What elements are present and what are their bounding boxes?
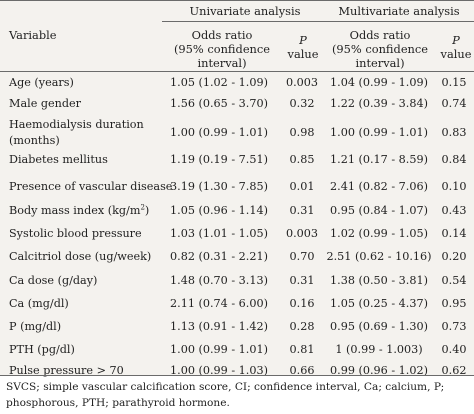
univariate-p-cell: 0.16 bbox=[289, 297, 315, 310]
uni-p-header-line2: value bbox=[287, 47, 319, 61]
table-footnote: SVCS; simple vascular calcification scor… bbox=[6, 381, 445, 409]
multivariate-or-cell: 0.95 (0.69 - 1.30) bbox=[330, 320, 428, 333]
univariate-p-cell: 0.28 bbox=[289, 320, 315, 333]
multi-or-header-line3: interval) bbox=[355, 56, 405, 70]
variable-cell: Diabetes mellitus bbox=[9, 153, 108, 166]
univariate-or-cell: 1.48 (0.70 - 3.13) bbox=[170, 274, 268, 287]
variable-cell: Systolic blood pressure bbox=[9, 227, 142, 240]
variable-cell: Pulse pressure > 70 bbox=[9, 364, 124, 377]
multivariate-p-cell: 0.62 bbox=[441, 364, 467, 377]
multivariate-p-cell: 0.84 bbox=[441, 153, 467, 166]
univariate-p-cell: 0.003 bbox=[285, 227, 319, 240]
univariate-or-cell: 1.05 (0.96 - 1.14) bbox=[170, 204, 268, 217]
univariate-or-cell: 1.00 (0.99 - 1.03) bbox=[170, 364, 268, 377]
multivariate-header: Multivariate analysis bbox=[338, 4, 460, 18]
univariate-or-cell: 1.13 (0.91 - 1.42) bbox=[170, 320, 268, 333]
univariate-p-cell: 0.70 bbox=[289, 250, 315, 263]
uni-p-header-line1: P bbox=[299, 33, 307, 47]
multivariate-p-cell: 0.74 bbox=[441, 97, 467, 110]
univariate-or-cell: 0.82 (0.31 - 2.21) bbox=[170, 250, 268, 263]
variable-cell: Ca (mg/dl) bbox=[9, 297, 69, 310]
univariate-p-cell: 0.003 bbox=[285, 76, 319, 89]
univariate-or-cell: 3.19 (1.30 - 7.85) bbox=[170, 180, 268, 193]
superscript: 2 bbox=[140, 203, 145, 212]
multivariate-or-cell: 2.51 (0.62 - 10.16) bbox=[326, 250, 432, 263]
uni-or-header-line3: interval) bbox=[197, 56, 247, 70]
multivariate-p-cell: 0.83 bbox=[441, 126, 467, 139]
multivariate-or-cell: 2.41 (0.82 - 7.06) bbox=[330, 180, 428, 193]
multivariate-or-cell: 1.21 (0.17 - 8.59) bbox=[330, 153, 428, 166]
multi-or-header-line2: (95% confidence bbox=[331, 42, 429, 56]
table-top-rule bbox=[0, 0, 474, 1]
variable-cell: P (mg/dl) bbox=[9, 320, 62, 333]
table-bottom-rule bbox=[0, 375, 474, 376]
univariate-or-cell: 1.19 (0.19 - 7.51) bbox=[170, 153, 268, 166]
multivariate-p-cell: 0.73 bbox=[441, 320, 467, 333]
variable-cell: Haemodialysis duration bbox=[9, 118, 144, 131]
univariate-p-cell: 0.31 bbox=[289, 274, 315, 287]
variable-cell: Presence of vascular disease bbox=[9, 180, 173, 193]
multivariate-p-cell: 0.14 bbox=[441, 227, 467, 240]
results-table: Univariate analysis Multivariate analysi… bbox=[0, 0, 474, 377]
variable-cell: Age (years) bbox=[9, 76, 74, 89]
univariate-or-cell: 1.05 (1.02 - 1.09) bbox=[170, 76, 268, 89]
variable-cell: PTH (pg/dl) bbox=[9, 343, 75, 356]
univariate-p-cell: 0.98 bbox=[289, 126, 315, 139]
uni-or-header-line1: Odds ratio bbox=[191, 28, 253, 42]
variable-header: Variable bbox=[9, 28, 57, 42]
multivariate-or-cell: 1.02 (0.99 - 1.05) bbox=[330, 227, 428, 240]
univariate-p-cell: 0.32 bbox=[289, 97, 315, 110]
multivariate-p-cell: 0.54 bbox=[441, 274, 467, 287]
univariate-header: Univariate analysis bbox=[189, 4, 301, 18]
univariate-or-cell: 1.00 (0.99 - 1.01) bbox=[170, 343, 268, 356]
multivariate-p-cell: 0.40 bbox=[441, 343, 467, 356]
univariate-p-cell: 0.66 bbox=[289, 364, 315, 377]
univariate-or-cell: 1.03 (1.01 - 1.05) bbox=[170, 227, 268, 240]
univariate-p-cell: 0.01 bbox=[289, 180, 315, 193]
multivariate-or-cell: 1 (0.99 - 1.003) bbox=[335, 343, 423, 356]
multi-p-header-line1: P bbox=[452, 33, 460, 47]
multivariate-or-cell: 0.99 (0.96 - 1.02) bbox=[330, 364, 428, 377]
multi-or-header-line1: Odds ratio bbox=[349, 28, 411, 42]
univariate-or-cell: 1.56 (0.65 - 3.70) bbox=[170, 97, 268, 110]
multivariate-p-cell: 0.10 bbox=[441, 180, 467, 193]
univariate-or-cell: 2.11 (0.74 - 6.00) bbox=[170, 297, 268, 310]
univariate-p-cell: 0.85 bbox=[289, 153, 315, 166]
header-bottom-rule bbox=[0, 71, 474, 72]
multivariate-or-cell: 1.22 (0.39 - 3.84) bbox=[330, 97, 428, 110]
multivariate-p-cell: 0.15 bbox=[441, 76, 467, 89]
multi-p-header-line2: value bbox=[440, 47, 472, 61]
multivariate-p-cell: 0.20 bbox=[441, 250, 467, 263]
multivariate-p-cell: 0.95 bbox=[441, 297, 467, 310]
univariate-p-cell: 0.31 bbox=[289, 204, 315, 217]
variable-cell-line2: (months) bbox=[9, 134, 60, 147]
header-sub-rule bbox=[162, 21, 474, 22]
univariate-p-cell: 0.81 bbox=[289, 343, 315, 356]
variable-cell: Body mass index (kg/m2) bbox=[9, 203, 150, 217]
multivariate-p-cell: 0.43 bbox=[441, 204, 467, 217]
variable-cell: Ca dose (g/day) bbox=[9, 274, 98, 287]
uni-or-header-line2: (95% confidence bbox=[173, 42, 271, 56]
multivariate-or-cell: 1.00 (0.99 - 1.01) bbox=[330, 126, 428, 139]
multivariate-or-cell: 0.95 (0.84 - 1.07) bbox=[330, 204, 428, 217]
variable-cell: Male gender bbox=[9, 97, 81, 110]
multivariate-or-cell: 1.04 (0.99 - 1.09) bbox=[330, 76, 428, 89]
univariate-or-cell: 1.00 (0.99 - 1.01) bbox=[170, 126, 268, 139]
multivariate-or-cell: 1.05 (0.25 - 4.37) bbox=[330, 297, 428, 310]
multivariate-or-cell: 1.38 (0.50 - 3.81) bbox=[330, 274, 428, 287]
variable-cell: Calcitriol dose (ug/week) bbox=[9, 250, 152, 263]
